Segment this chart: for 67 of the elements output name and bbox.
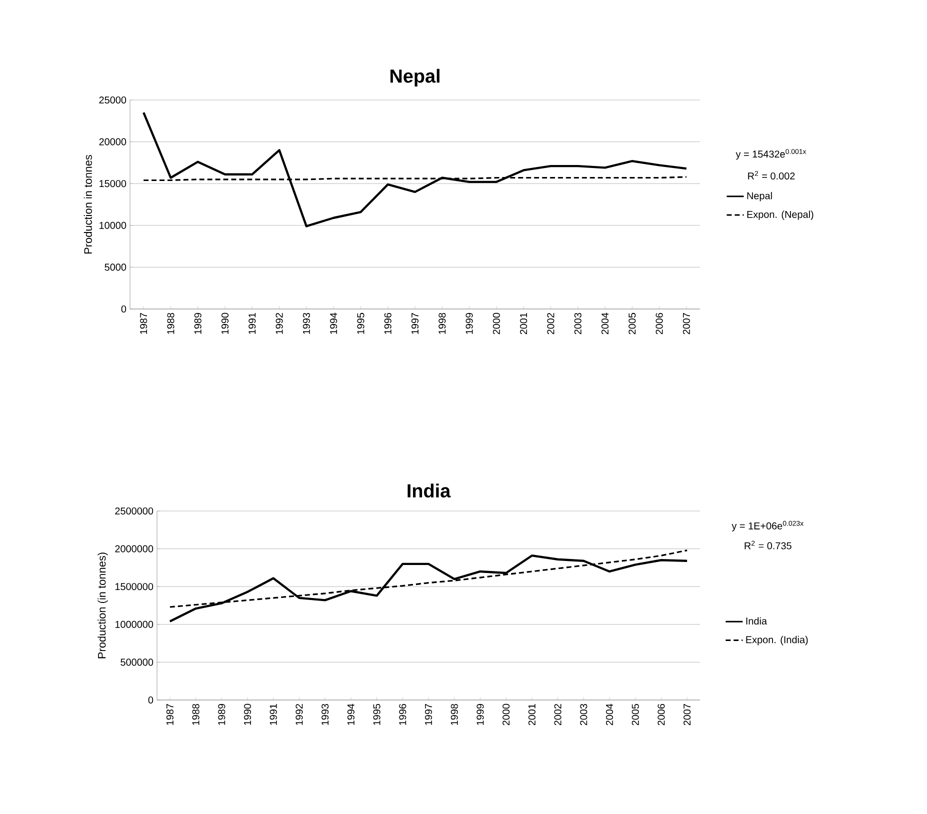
x-tick-label: 2001 [528, 704, 536, 726]
legend-label: India [746, 617, 768, 625]
x-tick-label: 2007 [682, 313, 690, 334]
text: R$^{2}$ = 0.735 [744, 540, 792, 550]
legend-label: Expon. (Nepal) [747, 210, 814, 220]
x-tick-label: 1989 [194, 312, 202, 334]
x-tick-label: 1996 [399, 704, 406, 725]
x-tick-label: 2000 [502, 704, 510, 726]
x-tick-label: 2005 [628, 312, 636, 334]
x-tick-label: 1996 [384, 312, 392, 334]
x-tick-label: 1988 [167, 312, 174, 334]
x-tick-label: 2004 [606, 704, 614, 726]
chart-title: Nepal [390, 68, 440, 87]
x-tick-label: 1991 [270, 704, 277, 725]
x-tick-label: 2005 [632, 704, 639, 726]
chart-title: India [408, 484, 451, 498]
x-tick-label: 1994 [347, 704, 354, 725]
x-tick-label: 1990 [221, 312, 229, 334]
x-tick-label: 2002 [554, 704, 562, 726]
x-tick-label: 1998 [438, 312, 446, 334]
x-tick-label: 2003 [580, 704, 588, 726]
text: R$^{2}$ = 0.002 [748, 170, 795, 180]
legend-label: Expon. (India) [746, 636, 808, 646]
x-tick-label: 2006 [658, 704, 665, 726]
y-tick-label: 10000 [100, 222, 126, 229]
x-tick-label: 1999 [476, 704, 484, 725]
y-axis-title: Production in tonnes [84, 154, 92, 254]
x-tick-label: 1994 [330, 312, 338, 334]
x-tick-label: 1989 [218, 704, 226, 725]
x-tick-label: 1993 [302, 312, 310, 334]
x-tick-label: 1995 [373, 704, 380, 725]
x-tick-label: 1987 [140, 313, 148, 334]
y-tick-label: 1000000 [115, 620, 154, 628]
y-tick-label: 500000 [120, 658, 154, 666]
x-tick-label: 1998 [450, 704, 458, 725]
x-tick-label: 2003 [574, 312, 582, 334]
y-tick-label: 1500000 [115, 583, 154, 590]
y-axis-title: Production (in tonnes) [98, 552, 108, 658]
x-tick-label: 1999 [466, 312, 473, 334]
y-tick-label: 0 [121, 305, 126, 313]
x-tick-label: 2001 [520, 312, 528, 334]
x-tick-label: 2004 [601, 312, 609, 334]
x-tick-label: 1995 [357, 312, 364, 334]
text: y = 15432e$^{0.001x}$ [736, 149, 806, 160]
y-tick-label: 5000 [104, 264, 126, 271]
y-tick-label: 0 [148, 696, 154, 704]
x-tick-label: 2002 [547, 313, 554, 334]
text: y = 1E+06e$^{0.023x}$ [732, 520, 804, 532]
y-tick-label: 25000 [99, 96, 126, 104]
y-tick-label: 2500000 [115, 507, 154, 515]
y-tick-label: 15000 [100, 180, 126, 188]
x-tick-label: 2000 [492, 312, 500, 334]
line-series [142, 111, 688, 228]
x-tick-label: 1997 [424, 704, 432, 725]
x-tick-label: 1992 [276, 313, 283, 334]
x-tick-label: 1987 [166, 704, 174, 725]
y-tick-label: 20000 [99, 138, 126, 146]
x-tick-label: 2006 [656, 312, 663, 334]
legend-label: Nepal [747, 192, 772, 202]
y-tick-label: 2000000 [115, 545, 154, 552]
x-tick-label: 2007 [684, 704, 691, 726]
x-tick-label: 1990 [244, 704, 252, 725]
x-tick-label: 1991 [248, 312, 256, 334]
x-tick-label: 1992 [296, 704, 303, 725]
x-tick-label: 1993 [322, 704, 329, 725]
x-tick-label: 1988 [192, 704, 200, 725]
x-tick-label: 1997 [411, 313, 419, 334]
